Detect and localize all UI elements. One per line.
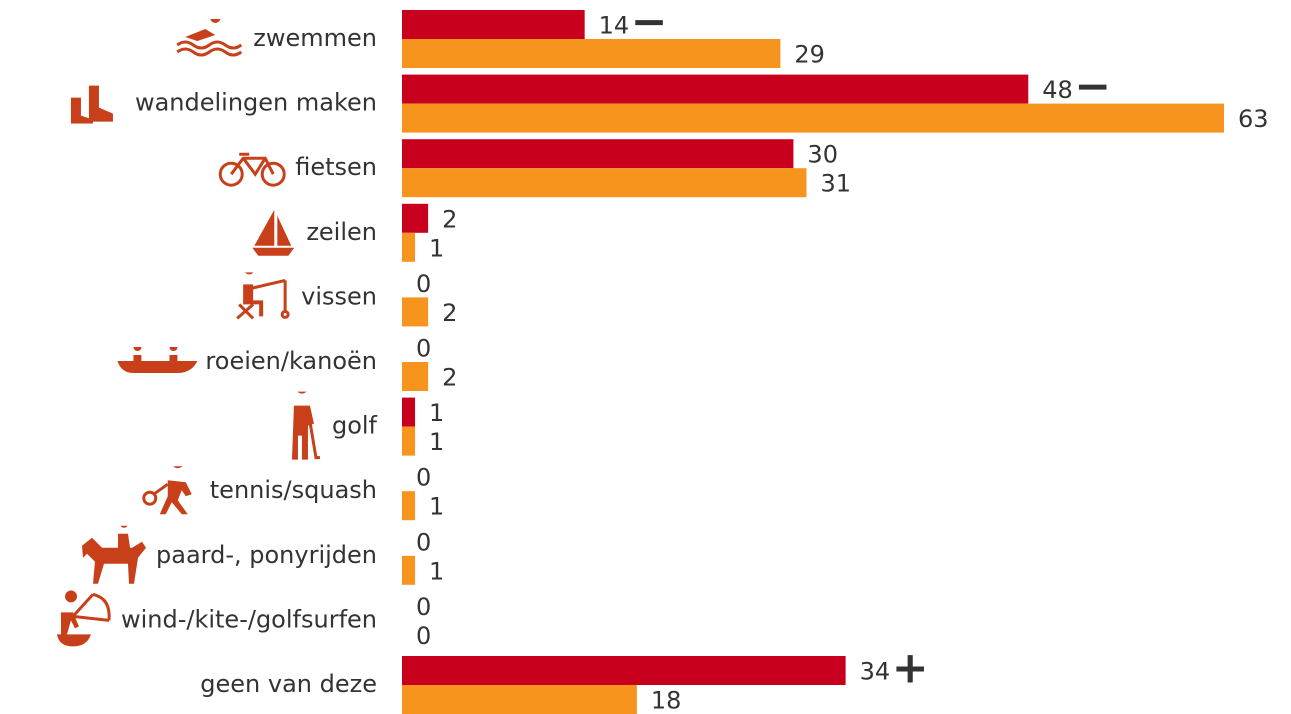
bar (402, 426, 416, 456)
value-label: 31 (820, 170, 851, 198)
bar (402, 74, 1029, 104)
bar (402, 39, 781, 68)
value-label: 1 (429, 428, 444, 456)
value-label: 0 (416, 622, 431, 650)
value-label: 14 (599, 12, 630, 40)
icon (252, 209, 295, 256)
value-label: 1 (429, 399, 444, 427)
category-label: fietsen (295, 153, 377, 181)
value-label: 29 (794, 41, 825, 69)
icon (117, 347, 198, 373)
bar (402, 297, 429, 327)
value-label: 1 (429, 493, 444, 521)
icon (235, 272, 290, 320)
significance-marker: + (892, 643, 929, 694)
value-label: 0 (416, 464, 431, 492)
value-label: 18 (651, 687, 682, 714)
bar (402, 555, 416, 585)
icon (142, 466, 194, 516)
value-label: 0 (416, 593, 431, 621)
icon (175, 19, 243, 57)
bar (402, 397, 416, 427)
value-label: 34 (860, 658, 891, 686)
bar (402, 685, 637, 714)
icon (218, 152, 286, 187)
icon (55, 590, 111, 648)
value-label: 2 (442, 299, 457, 327)
category-label: zwemmen (253, 24, 377, 52)
icon (70, 85, 113, 124)
bar (402, 139, 794, 169)
value-label: 48 (1042, 76, 1073, 104)
value-label: 0 (416, 270, 431, 298)
category-label: roeien/kanoën (205, 347, 377, 375)
category-label: wind-/kite-/golfsurfen (121, 605, 377, 633)
category-label: geen van deze (200, 670, 377, 698)
icon (290, 391, 322, 462)
category-label: golf (332, 412, 378, 440)
icon (82, 525, 146, 584)
bar (402, 362, 429, 391)
value-label: 2 (442, 205, 457, 233)
category-label: zeilen (306, 218, 377, 246)
value-label: 30 (807, 141, 838, 169)
value-label: 1 (429, 234, 444, 262)
bar (402, 656, 846, 685)
bar (402, 103, 1224, 133)
bar (402, 491, 416, 521)
bar (402, 10, 585, 39)
value-label: 63 (1238, 105, 1269, 133)
value-label: 0 (416, 528, 431, 556)
value-label: 1 (429, 557, 444, 585)
category-label: wandelingen maken (135, 89, 377, 117)
bar (402, 168, 807, 198)
bar (402, 232, 416, 262)
value-label: 2 (442, 364, 457, 392)
bar (402, 203, 429, 233)
value-label: 0 (416, 335, 431, 363)
category-label: tennis/squash (210, 476, 377, 504)
category-label: paard-, ponyrijden (156, 541, 377, 569)
category-label: vissen (301, 282, 377, 310)
